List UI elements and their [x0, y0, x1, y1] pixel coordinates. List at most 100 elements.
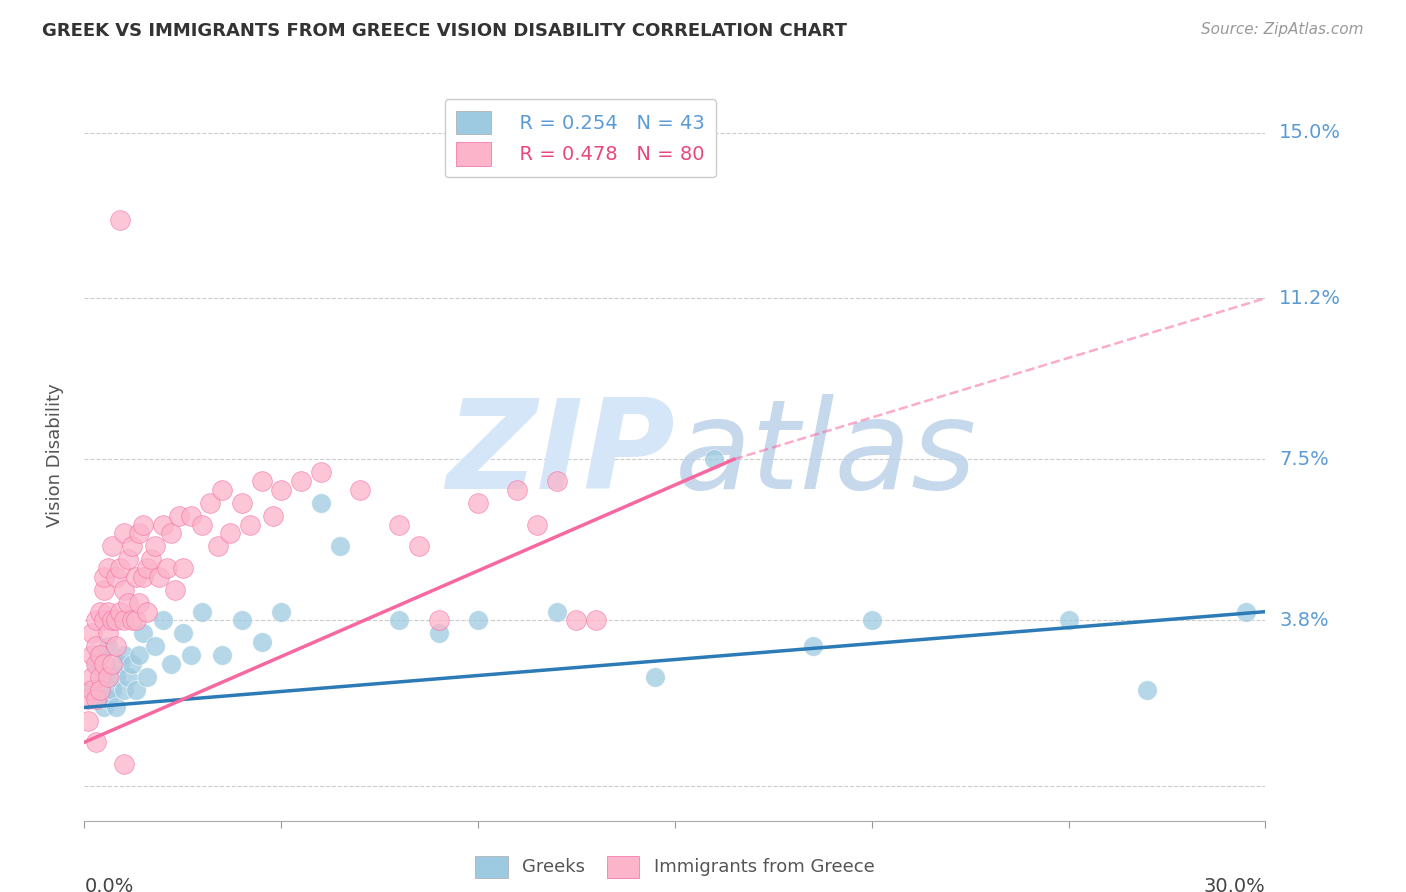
Point [467, 496, 489, 510]
Point [104, 613, 127, 627]
Point [108, 212, 131, 227]
Y-axis label: Vision Disability: Vision Disability [45, 383, 63, 527]
Point [124, 570, 146, 584]
Point [172, 561, 194, 575]
Point [104, 640, 127, 654]
Point [219, 526, 242, 541]
Point [167, 508, 190, 523]
Point [349, 483, 371, 497]
Point [84, 657, 107, 671]
Point [77, 714, 100, 728]
Point [82, 626, 104, 640]
Point [84, 691, 107, 706]
Point [388, 613, 411, 627]
Point [93, 657, 115, 671]
Text: 30.0%: 30.0% [1204, 877, 1265, 892]
Point [97, 626, 120, 640]
Point [117, 596, 139, 610]
Point [191, 605, 214, 619]
Point [408, 539, 430, 553]
Point [132, 626, 155, 640]
Point [703, 452, 725, 467]
Point [97, 670, 120, 684]
Text: 3.8%: 3.8% [1279, 611, 1329, 630]
Point [172, 626, 194, 640]
Point [93, 670, 115, 684]
Point [309, 466, 332, 480]
Point [93, 570, 115, 584]
Point [467, 613, 489, 627]
Point [97, 605, 120, 619]
Point [239, 517, 262, 532]
Point [156, 561, 179, 575]
Point [136, 670, 159, 684]
Point [163, 582, 186, 597]
Legend: Greeks, Immigrants from Greece: Greeks, Immigrants from Greece [468, 848, 882, 885]
Point [152, 613, 174, 627]
Point [211, 483, 233, 497]
Point [270, 483, 292, 497]
Point [128, 526, 150, 541]
Text: 11.2%: 11.2% [1279, 289, 1341, 308]
Point [108, 561, 131, 575]
Point [211, 648, 233, 663]
Text: 0.0%: 0.0% [84, 877, 134, 892]
Point [89, 670, 111, 684]
Point [93, 613, 115, 627]
Text: ZIP: ZIP [446, 394, 675, 516]
Point [121, 539, 143, 553]
Point [152, 517, 174, 532]
Point [89, 605, 111, 619]
Point [82, 648, 104, 663]
Point [121, 613, 143, 627]
Point [585, 613, 607, 627]
Point [101, 683, 124, 698]
Text: 7.5%: 7.5% [1279, 450, 1329, 469]
Point [104, 700, 127, 714]
Point [250, 635, 273, 649]
Point [121, 657, 143, 671]
Point [104, 670, 127, 684]
Point [801, 640, 824, 654]
Point [546, 605, 568, 619]
Point [160, 526, 183, 541]
Point [388, 517, 411, 532]
Point [108, 657, 131, 671]
Point [644, 670, 666, 684]
Point [1136, 683, 1159, 698]
Point [101, 539, 124, 553]
Point [77, 691, 100, 706]
Point [207, 539, 229, 553]
Point [506, 483, 529, 497]
Point [112, 613, 135, 627]
Point [112, 648, 135, 663]
Point [200, 496, 222, 510]
Point [143, 640, 166, 654]
Point [860, 613, 883, 627]
Point [191, 517, 214, 532]
Point [104, 570, 127, 584]
Text: 15.0%: 15.0% [1279, 123, 1341, 142]
Point [180, 648, 202, 663]
Point [112, 683, 135, 698]
Point [117, 670, 139, 684]
Point [97, 640, 120, 654]
Point [160, 657, 183, 671]
Point [82, 670, 104, 684]
Point [124, 683, 146, 698]
Text: GREEK VS IMMIGRANTS FROM GREECE VISION DISABILITY CORRELATION CHART: GREEK VS IMMIGRANTS FROM GREECE VISION D… [42, 22, 848, 40]
Point [89, 683, 111, 698]
Point [427, 613, 450, 627]
Point [84, 691, 107, 706]
Point [82, 683, 104, 698]
Point [89, 648, 111, 663]
Point [250, 474, 273, 488]
Point [128, 596, 150, 610]
Point [132, 517, 155, 532]
Point [143, 539, 166, 553]
Point [329, 539, 352, 553]
Point [1057, 613, 1080, 627]
Point [84, 640, 107, 654]
Point [101, 657, 124, 671]
Point [132, 570, 155, 584]
